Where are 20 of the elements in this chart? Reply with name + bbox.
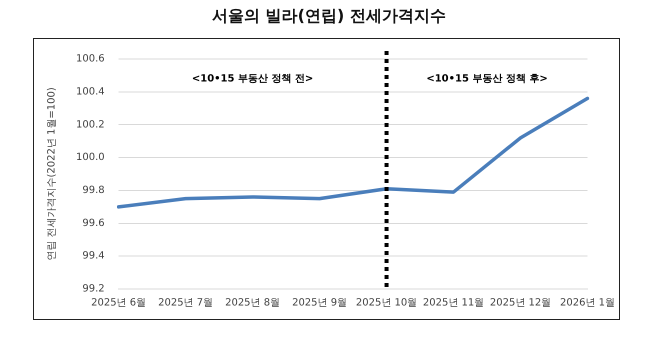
chart-title: 서울의 빌라(연립) 전세가격지수 bbox=[211, 6, 447, 27]
x-tick-label: 2025년 6월 bbox=[91, 298, 146, 309]
x-tick-label: 2025년 12월 bbox=[490, 298, 552, 309]
y-tick-label: 100.0 bbox=[76, 152, 105, 164]
y-tick-label: 99.8 bbox=[82, 185, 105, 196]
y-tick-label: 99.6 bbox=[82, 218, 105, 229]
x-tick-label: 2025년 10월 bbox=[356, 298, 418, 309]
y-tick-label: 100.6 bbox=[76, 54, 105, 65]
annotation: <10•15 부동산 정책 전> bbox=[192, 74, 314, 85]
x-tick-label: 2025년 11월 bbox=[422, 298, 484, 309]
y-axis-title: 연립 전세가격지수(2022년 1월=100) bbox=[46, 87, 58, 261]
x-tick-label: 2025년 7월 bbox=[158, 298, 214, 309]
annotation: <10•15 부동산 정책 후> bbox=[426, 74, 548, 85]
y-tick-label: 100.2 bbox=[76, 119, 105, 130]
y-tick-label: 100.4 bbox=[76, 86, 105, 98]
x-tick-label: 2025년 9월 bbox=[292, 298, 348, 309]
y-tick-label: 99.4 bbox=[82, 250, 105, 262]
x-tick-label: 2026년 1월 bbox=[560, 298, 616, 309]
x-tick-label: 2025년 8월 bbox=[225, 298, 280, 309]
y-tick-label: 99.2 bbox=[82, 284, 105, 295]
